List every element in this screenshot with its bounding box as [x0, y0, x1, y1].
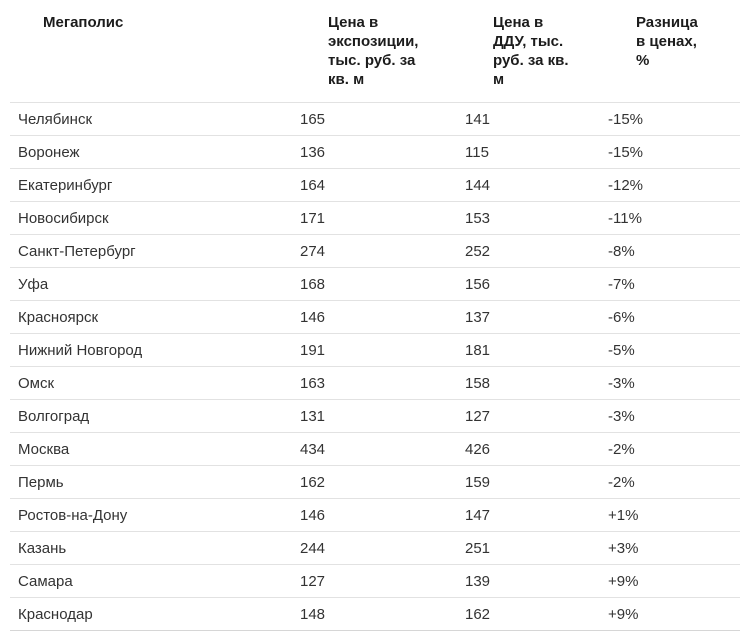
- table-row: Омск 163 158 -3%: [10, 366, 740, 400]
- ddu-price-cell: 147: [457, 498, 600, 532]
- ddu-price-cell: 156: [457, 267, 600, 301]
- table-row: Уфа 168 156 -7%: [10, 267, 740, 301]
- price-difference-cell: -5%: [600, 333, 740, 367]
- ddu-price-cell: 158: [457, 366, 600, 400]
- exposition-price-cell: 148: [292, 597, 457, 631]
- table-row: Нижний Новгород 191 181 -5%: [10, 333, 740, 367]
- exposition-price-cell: 165: [292, 102, 457, 136]
- ddu-price-cell: 159: [457, 465, 600, 499]
- ddu-price-cell: 139: [457, 564, 600, 598]
- exposition-price-cell: 162: [292, 465, 457, 499]
- price-difference-cell: -3%: [600, 399, 740, 433]
- city-cell: Пермь: [10, 465, 292, 499]
- table-row: Самара 127 139 +9%: [10, 564, 740, 598]
- ddu-price-cell: 252: [457, 234, 600, 268]
- ddu-price-cell: 181: [457, 333, 600, 367]
- price-difference-cell: +9%: [600, 564, 740, 598]
- city-cell: Самара: [10, 564, 292, 598]
- city-cell: Нижний Новгород: [10, 333, 292, 367]
- city-cell: Уфа: [10, 267, 292, 301]
- exposition-price-cell: 164: [292, 168, 457, 202]
- exposition-price-cell: 171: [292, 201, 457, 235]
- table-row: Новосибирск 171 153 -11%: [10, 201, 740, 235]
- price-difference-cell: -2%: [600, 465, 740, 499]
- exposition-price-cell: 191: [292, 333, 457, 367]
- column-header-city: Мегаполис: [10, 0, 292, 103]
- table-row: Казань 244 251 +3%: [10, 531, 740, 565]
- ddu-price-cell: 127: [457, 399, 600, 433]
- table-row: Ростов-на-Дону 146 147 +1%: [10, 498, 740, 532]
- ddu-price-cell: 137: [457, 300, 600, 334]
- column-header-ddu-price: Цена в ДДУ, тыс. руб. за кв. м: [457, 0, 600, 103]
- table-row: Екатеринбург 164 144 -12%: [10, 168, 740, 202]
- exposition-price-cell: 146: [292, 300, 457, 334]
- table-header: Мегаполис Цена в экспозиции, тыс. руб. з…: [10, 0, 740, 103]
- column-header-price-difference: Разница в ценах, %: [600, 0, 740, 103]
- price-difference-cell: -8%: [600, 234, 740, 268]
- city-cell: Краснодар: [10, 597, 292, 631]
- price-difference-cell: -3%: [600, 366, 740, 400]
- exposition-price-cell: 136: [292, 135, 457, 169]
- exposition-price-cell: 274: [292, 234, 457, 268]
- city-cell: Омск: [10, 366, 292, 400]
- city-cell: Волгоград: [10, 399, 292, 433]
- column-header-exposition-price: Цена в экспозиции, тыс. руб. за кв. м: [292, 0, 457, 103]
- table-row: Москва 434 426 -2%: [10, 432, 740, 466]
- price-difference-cell: -12%: [600, 168, 740, 202]
- price-difference-cell: -6%: [600, 300, 740, 334]
- ddu-price-cell: 153: [457, 201, 600, 235]
- table-body: Челябинск 165 141 -15% Воронеж 136 115 -…: [10, 102, 740, 631]
- ddu-price-cell: 251: [457, 531, 600, 565]
- ddu-price-cell: 115: [457, 135, 600, 169]
- city-cell: Новосибирск: [10, 201, 292, 235]
- table-row: Волгоград 131 127 -3%: [10, 399, 740, 433]
- exposition-price-cell: 127: [292, 564, 457, 598]
- city-cell: Казань: [10, 531, 292, 565]
- city-price-table: Мегаполис Цена в экспозиции, тыс. руб. з…: [10, 0, 740, 631]
- ddu-price-cell: 162: [457, 597, 600, 631]
- ddu-price-cell: 426: [457, 432, 600, 466]
- price-difference-cell: +3%: [600, 531, 740, 565]
- city-cell: Москва: [10, 432, 292, 466]
- exposition-price-cell: 146: [292, 498, 457, 532]
- price-difference-cell: -7%: [600, 267, 740, 301]
- exposition-price-cell: 131: [292, 399, 457, 433]
- price-difference-cell: -15%: [600, 135, 740, 169]
- city-cell: Ростов-на-Дону: [10, 498, 292, 532]
- exposition-price-cell: 168: [292, 267, 457, 301]
- ddu-price-cell: 141: [457, 102, 600, 136]
- table-row: Челябинск 165 141 -15%: [10, 102, 740, 136]
- price-difference-cell: +9%: [600, 597, 740, 631]
- exposition-price-cell: 244: [292, 531, 457, 565]
- city-cell: Красноярск: [10, 300, 292, 334]
- price-difference-cell: -15%: [600, 102, 740, 136]
- price-difference-cell: -11%: [600, 201, 740, 235]
- table-row: Воронеж 136 115 -15%: [10, 135, 740, 169]
- table-row: Санкт-Петербург 274 252 -8%: [10, 234, 740, 268]
- price-difference-cell: +1%: [600, 498, 740, 532]
- table-row: Красноярск 146 137 -6%: [10, 300, 740, 334]
- table-row: Краснодар 148 162 +9%: [10, 597, 740, 631]
- city-cell: Воронеж: [10, 135, 292, 169]
- price-difference-cell: -2%: [600, 432, 740, 466]
- city-cell: Челябинск: [10, 102, 292, 136]
- header-row: Мегаполис Цена в экспозиции, тыс. руб. з…: [10, 0, 740, 103]
- city-cell: Санкт-Петербург: [10, 234, 292, 268]
- table-row: Пермь 162 159 -2%: [10, 465, 740, 499]
- exposition-price-cell: 163: [292, 366, 457, 400]
- city-cell: Екатеринбург: [10, 168, 292, 202]
- exposition-price-cell: 434: [292, 432, 457, 466]
- ddu-price-cell: 144: [457, 168, 600, 202]
